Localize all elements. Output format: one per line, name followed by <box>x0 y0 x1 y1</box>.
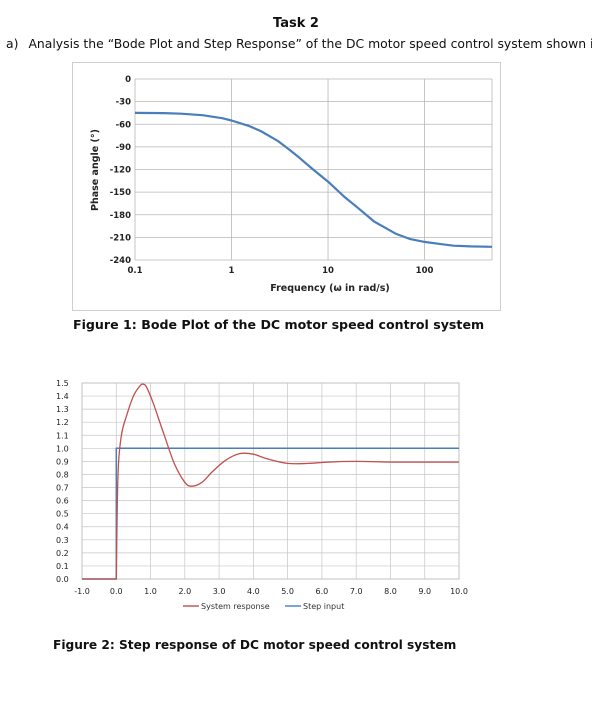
bode-y-ticks: 0 -30 -60 -90 -120 -150 -180 -210 -240 <box>110 75 131 266</box>
step-y-tick-label: 0.7 <box>56 484 69 493</box>
figure2-caption: Figure 2: Step response of DC motor spee… <box>53 638 457 652</box>
question-text: a) Analysis the “Bode Plot and Step Respo… <box>6 36 592 51</box>
bode-x-tick-label: 100 <box>416 266 434 276</box>
step-x-tick-label: 7.0 <box>350 587 363 596</box>
step-y-tick-label: 0.2 <box>56 549 69 558</box>
bode-y-tick-label: -210 <box>110 233 131 243</box>
bode-phase-line <box>134 111 493 248</box>
step-y-tick-label: 1.2 <box>56 418 69 427</box>
bode-y-tick-label: -240 <box>110 256 131 266</box>
step-x-ticks: -1.0 0.0 1.0 2.0 3.0 4.0 5.0 6.0 7.0 8.0 9.0 10.0 <box>74 587 468 596</box>
step-x-tick-label: -1.0 <box>74 587 90 596</box>
step-y-tick-label: 1.3 <box>56 405 69 414</box>
step-y-tick-label: 0.9 <box>56 457 69 466</box>
bode-y-tick-label: -90 <box>116 143 131 153</box>
step-plot-frame <box>81 382 460 580</box>
step-y-tick-label: 0.4 <box>56 523 69 532</box>
step-y-tick-label: 1.0 <box>56 444 69 453</box>
step-y-tick-label: 0.5 <box>56 510 69 519</box>
step-x-tick-label: 2.0 <box>178 587 191 596</box>
bode-y-tick-label: -30 <box>116 98 131 108</box>
system-response-line <box>82 383 459 580</box>
legend-label-system-response: System response <box>201 602 270 611</box>
bode-x-ticks: 0.1 1 10 100 <box>127 266 433 276</box>
question-body: Analysis the “Bode Plot and Step Respons… <box>28 36 592 51</box>
bode-x-axis-label: Frequency (ω in rad/s) <box>270 283 390 294</box>
step-y-tick-label: 0.0 <box>56 575 69 584</box>
bode-y-tick-label: 0 <box>125 75 131 85</box>
step-y-tick-label: 0.1 <box>56 562 69 571</box>
bode-y-tick-label: -180 <box>110 211 131 221</box>
step-x-tick-label: 9.0 <box>418 587 431 596</box>
step-x-tick-label: 0.0 <box>110 587 123 596</box>
task-title: Task 2 <box>273 16 319 31</box>
step-series <box>82 383 459 580</box>
step-y-tick-label: 1.5 <box>56 379 69 388</box>
step-x-tick-label: 8.0 <box>384 587 397 596</box>
step-x-tick-label: 4.0 <box>247 587 260 596</box>
bode-y-tick-label: -60 <box>116 120 131 130</box>
bode-x-tick-label: 1 <box>229 266 235 276</box>
step-x-tick-label: 6.0 <box>316 587 329 596</box>
bode-x-tick-label: 0.1 <box>127 266 142 276</box>
bode-plot-frame <box>72 62 501 311</box>
step-y-ticks: 0.0 0.1 0.2 0.3 0.4 0.5 0.6 0.7 0.8 0.9 1.0 1.1 1.2 1… <box>56 379 69 584</box>
bode-y-tick-label: -150 <box>110 188 131 198</box>
figure1-caption: Figure 1: Bode Plot of the DC motor spee… <box>73 317 485 332</box>
bode-series <box>134 111 493 248</box>
step-y-tick-label: 0.8 <box>56 470 69 479</box>
step-x-tick-label: 10.0 <box>450 587 468 596</box>
step-grid <box>81 382 460 580</box>
step-legend: System response Step input <box>183 602 344 611</box>
step-y-tick-label: 1.4 <box>56 392 69 401</box>
step-x-tick-label: 3.0 <box>213 587 226 596</box>
bode-y-tick-label: -120 <box>110 166 131 176</box>
step-x-tick-label: 1.0 <box>144 587 157 596</box>
step-y-tick-label: 0.6 <box>56 497 69 506</box>
bode-x-tick-label: 10 <box>322 266 334 276</box>
question-label: a) <box>6 36 19 51</box>
bode-y-axis-label: Phase angle (°) <box>90 129 101 211</box>
step-x-tick-label: 5.0 <box>281 587 294 596</box>
legend-label-step-input: Step input <box>303 602 344 611</box>
step-y-tick-label: 1.1 <box>56 431 69 440</box>
step-y-tick-label: 0.3 <box>56 536 69 545</box>
